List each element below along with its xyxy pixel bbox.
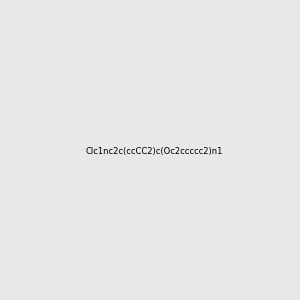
Text: Clc1nc2c(ccCC2)c(Oc2ccccc2)n1: Clc1nc2c(ccCC2)c(Oc2ccccc2)n1 xyxy=(85,147,222,156)
